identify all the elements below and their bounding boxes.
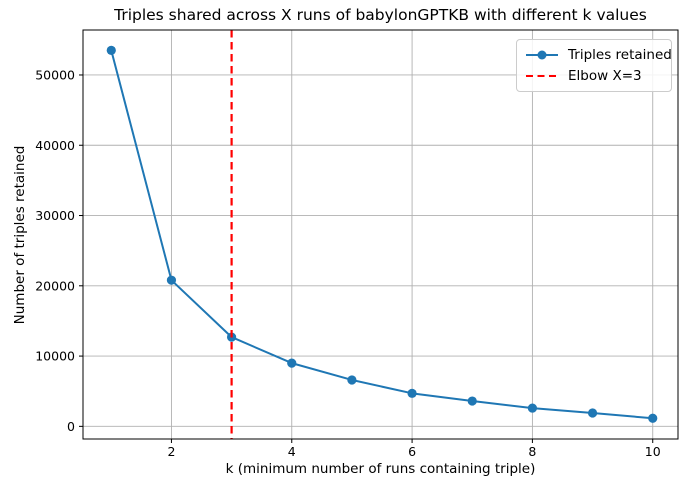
data-point (587, 408, 598, 418)
legend-label-triples-retained: Triples retained (568, 46, 672, 63)
plot-area-border (82, 29, 679, 440)
y-tick-label: 50000 (35, 67, 75, 82)
legend: Triples retained Elbow X=3 (516, 39, 672, 92)
grid-lines (83, 30, 678, 439)
axis-tick-labels: 2 4 6 8 10 0 10000 20000 30000 40000 50000 (35, 67, 660, 459)
data-point (166, 275, 177, 285)
y-axis-label: Number of triples retained (12, 145, 28, 325)
data-point (527, 403, 538, 413)
data-series (106, 45, 658, 423)
data-point (467, 396, 477, 406)
data-point (287, 358, 297, 368)
legend-label-elbow: Elbow X=3 (568, 67, 642, 84)
y-tick-label: 10000 (35, 349, 75, 364)
data-line (110, 50, 653, 420)
x-tick-label: 8 (528, 444, 536, 459)
legend-item-triples-retained: Triples retained (525, 44, 672, 65)
y-tick-label: 40000 (35, 138, 75, 153)
x-tick-label: 10 (645, 444, 661, 459)
y-tick-label: 30000 (35, 208, 75, 223)
data-point (648, 413, 658, 423)
x-axis-label: k (minimum number of runs containing tri… (225, 461, 536, 477)
data-point (407, 388, 417, 398)
y-tick-label: 0 (67, 419, 75, 434)
y-tick-label: 20000 (35, 278, 75, 293)
x-tick-label: 6 (408, 444, 416, 459)
data-point (347, 375, 357, 385)
data-point (106, 45, 116, 55)
axis-ticks (79, 74, 654, 443)
dashed-line-sample-icon (526, 74, 558, 77)
legend-item-elbow: Elbow X=3 (525, 65, 662, 86)
x-tick-label: 4 (288, 444, 296, 459)
line-marker-sample-icon (526, 50, 558, 59)
x-tick-label: 2 (167, 444, 175, 459)
chart-title: Triples shared across X runs of babylonG… (114, 6, 647, 24)
